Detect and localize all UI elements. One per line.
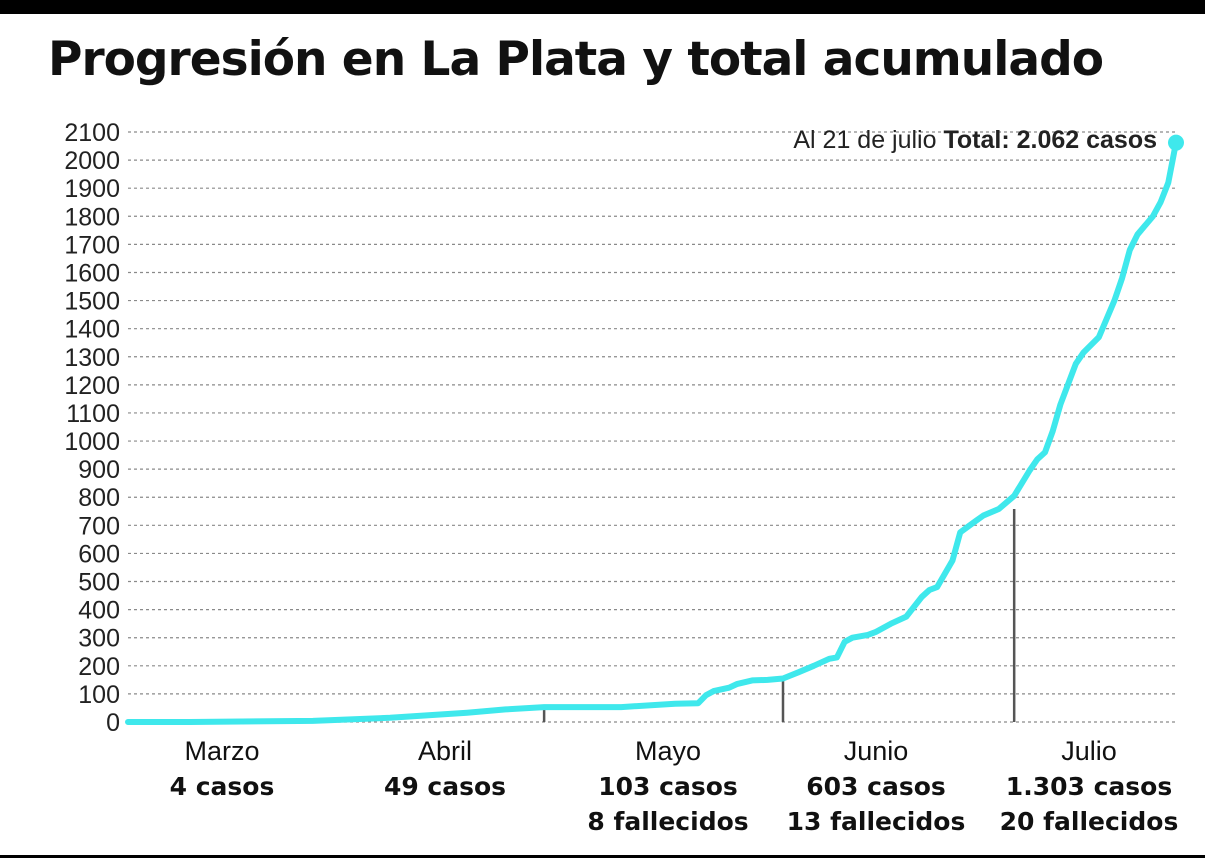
chart-title: Progresión en La Plata y total acumulado — [48, 32, 1104, 87]
y-tick-label: 600 — [78, 540, 120, 568]
y-tick-label: 2100 — [64, 119, 120, 147]
y-tick-label: 1300 — [64, 344, 120, 372]
y-tick-label: 100 — [78, 681, 120, 709]
y-tick-label: 400 — [78, 597, 120, 625]
month-casos: 49 casos — [384, 772, 506, 801]
annotation-prefix: Al 21 de julio — [793, 126, 943, 154]
y-tick-label: 1700 — [64, 231, 120, 259]
y-tick-label: 200 — [78, 653, 120, 681]
y-tick-label: 1500 — [64, 288, 120, 316]
y-tick-label: 1100 — [66, 400, 120, 428]
end-point-marker — [1168, 134, 1184, 151]
month-casos: 603 casos — [806, 772, 946, 801]
month-labels: Marzo 4 casos Abril 49 casos Mayo 103 casos 8 … — [170, 736, 1179, 836]
y-tick-label: 1600 — [64, 259, 120, 287]
y-tick-label: 700 — [78, 512, 120, 540]
month-name: Mayo — [635, 736, 701, 766]
y-tick-label: 900 — [78, 456, 120, 484]
y-tick-label: 800 — [78, 484, 120, 512]
total-annotation: Al 21 de julio Total: 2.062 casos — [793, 126, 1157, 154]
month-name: Abril — [418, 736, 472, 766]
y-tick-label: 0 — [106, 709, 120, 737]
month-fallecidos: 8 fallecidos — [587, 807, 748, 836]
month-markers — [542, 509, 1016, 722]
y-tick-label: 1400 — [64, 316, 120, 344]
y-tick-label: 500 — [78, 569, 120, 597]
y-tick-label: 1900 — [64, 175, 120, 203]
month-name: Marzo — [184, 736, 259, 766]
gridlines — [128, 131, 1176, 723]
y-tick-label: 1800 — [64, 203, 120, 231]
month-fallecidos: 13 fallecidos — [787, 807, 966, 836]
month-casos: 4 casos — [170, 772, 275, 801]
top-bar — [0, 0, 1205, 14]
annotation-total: Total: 2.062 casos — [943, 126, 1157, 154]
y-tick-label: 2000 — [64, 147, 120, 175]
series-line-total-casos — [125, 139, 1179, 725]
bottom-rule — [0, 855, 1205, 858]
y-tick-label: 1200 — [64, 372, 120, 400]
month-casos: 103 casos — [598, 772, 738, 801]
y-tick-label: 1000 — [64, 428, 120, 456]
y-axis-ticks: 0100200300400500600700800900100011001200… — [64, 119, 120, 737]
month-casos: 1.303 casos — [1006, 772, 1172, 801]
y-tick-label: 300 — [78, 625, 120, 653]
month-name: Julio — [1061, 736, 1117, 766]
month-name: Junio — [844, 736, 909, 766]
month-fallecidos: 20 fallecidos — [1000, 807, 1179, 836]
